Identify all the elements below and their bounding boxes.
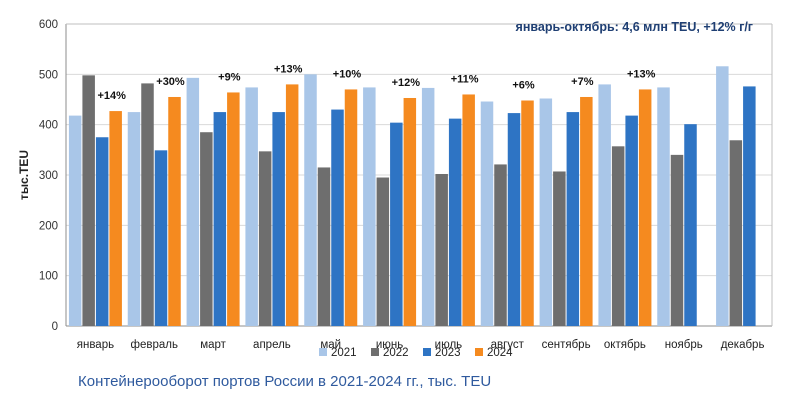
chart-annotation: январь-октябрь: 4,6 млн TEU, +12% г/г xyxy=(515,20,753,34)
bar-2021-3 xyxy=(186,77,200,327)
bar-2021-4 xyxy=(245,87,258,326)
bar-2021-7 xyxy=(421,87,435,326)
bar-2021-1 xyxy=(68,115,82,327)
x-tick-label: апрель xyxy=(253,339,291,351)
bar-2023-11 xyxy=(684,124,697,326)
legend-swatch-2024 xyxy=(475,348,483,356)
growth-label: +13% xyxy=(627,68,656,80)
bar-2021-2 xyxy=(127,112,141,326)
bar-2022-4 xyxy=(258,151,272,326)
bar-2023-10 xyxy=(625,115,638,327)
growth-label: +13% xyxy=(274,63,303,75)
y-tick-label: 200 xyxy=(39,220,58,232)
legend-swatch-2021 xyxy=(319,348,327,356)
bar-2023-8 xyxy=(507,113,521,326)
x-tick-label: август xyxy=(491,339,525,351)
y-tick-label: 600 xyxy=(39,19,58,31)
bar-2022-6 xyxy=(376,177,390,326)
y-tick-label: 0 xyxy=(52,321,58,333)
x-tick-label: февраль xyxy=(131,339,178,351)
bar-2024-8 xyxy=(521,100,534,326)
bar-2023-4 xyxy=(272,112,285,326)
growth-label: +10% xyxy=(333,68,362,80)
bar-2022-10 xyxy=(611,146,625,326)
x-tick-label: декабрь xyxy=(721,339,765,351)
bar-2022-12 xyxy=(729,140,743,326)
bar-2022-8 xyxy=(494,164,507,326)
bar-2024-10 xyxy=(638,89,652,326)
bar-2022-2 xyxy=(141,83,154,326)
y-tick-label: 400 xyxy=(39,120,58,132)
bar-2022-9 xyxy=(553,171,566,326)
bar-2022-3 xyxy=(200,132,213,326)
x-tick-label: сентябрь xyxy=(542,339,591,351)
x-tick-label: март xyxy=(200,339,226,351)
x-tick-label: июль xyxy=(435,339,463,351)
bar-2024-5 xyxy=(344,89,358,326)
bar-2021-11 xyxy=(657,87,670,326)
bar-2022-11 xyxy=(670,154,684,326)
x-tick-label: октябрь xyxy=(604,339,646,351)
bar-2023-3 xyxy=(213,112,227,326)
bar-2023-12 xyxy=(743,86,756,326)
x-tick-label: июнь xyxy=(376,339,403,351)
chart-caption: Контейнерооборот портов России в 2021-20… xyxy=(78,373,492,390)
legend-label-2021: 2021 xyxy=(331,347,357,359)
y-tick-label: 300 xyxy=(39,170,58,182)
bar-2024-9 xyxy=(580,96,593,326)
legend-label-2023: 2023 xyxy=(435,347,461,359)
bar-2024-2 xyxy=(168,96,181,326)
bar-2021-10 xyxy=(598,84,611,327)
growth-label: +30% xyxy=(156,76,185,88)
bar-2021-6 xyxy=(363,87,376,326)
bar-2022-1 xyxy=(82,75,95,326)
bar-2023-2 xyxy=(154,150,168,326)
y-tick-label: 100 xyxy=(39,271,58,283)
x-tick-label: январь xyxy=(77,339,114,351)
bar-2021-9 xyxy=(539,98,553,326)
bar-2023-5 xyxy=(331,109,344,326)
bar-2024-6 xyxy=(403,97,417,327)
x-tick-label: ноябрь xyxy=(665,339,703,351)
bar-2021-12 xyxy=(716,66,729,326)
growth-label: +12% xyxy=(392,77,421,89)
y-axis-label: тыс.TEU xyxy=(17,150,31,200)
bar-2021-8 xyxy=(480,101,494,326)
legend-swatch-2022 xyxy=(371,348,379,356)
bar-2021-5 xyxy=(304,74,317,326)
y-tick-label: 500 xyxy=(39,69,58,81)
bar-2023-7 xyxy=(448,118,462,326)
bar-2024-1 xyxy=(109,111,122,327)
bar-2024-7 xyxy=(462,94,475,326)
bar-2023-9 xyxy=(566,112,580,326)
growth-label: +6% xyxy=(512,80,535,92)
growth-label: +7% xyxy=(571,76,594,88)
bar-2024-4 xyxy=(285,84,299,327)
bar-2022-7 xyxy=(435,173,448,326)
bar-2022-5 xyxy=(317,167,331,326)
growth-label: +11% xyxy=(451,73,479,85)
legend-label-2022: 2022 xyxy=(383,347,409,359)
legend-label-2024: 2024 xyxy=(487,347,513,359)
bar-2023-6 xyxy=(390,122,403,326)
bar-2024-3 xyxy=(227,92,240,326)
legend-swatch-2023 xyxy=(423,348,431,356)
growth-label: +9% xyxy=(218,71,241,83)
bar-2023-1 xyxy=(95,137,109,326)
growth-label: +14% xyxy=(97,90,126,102)
